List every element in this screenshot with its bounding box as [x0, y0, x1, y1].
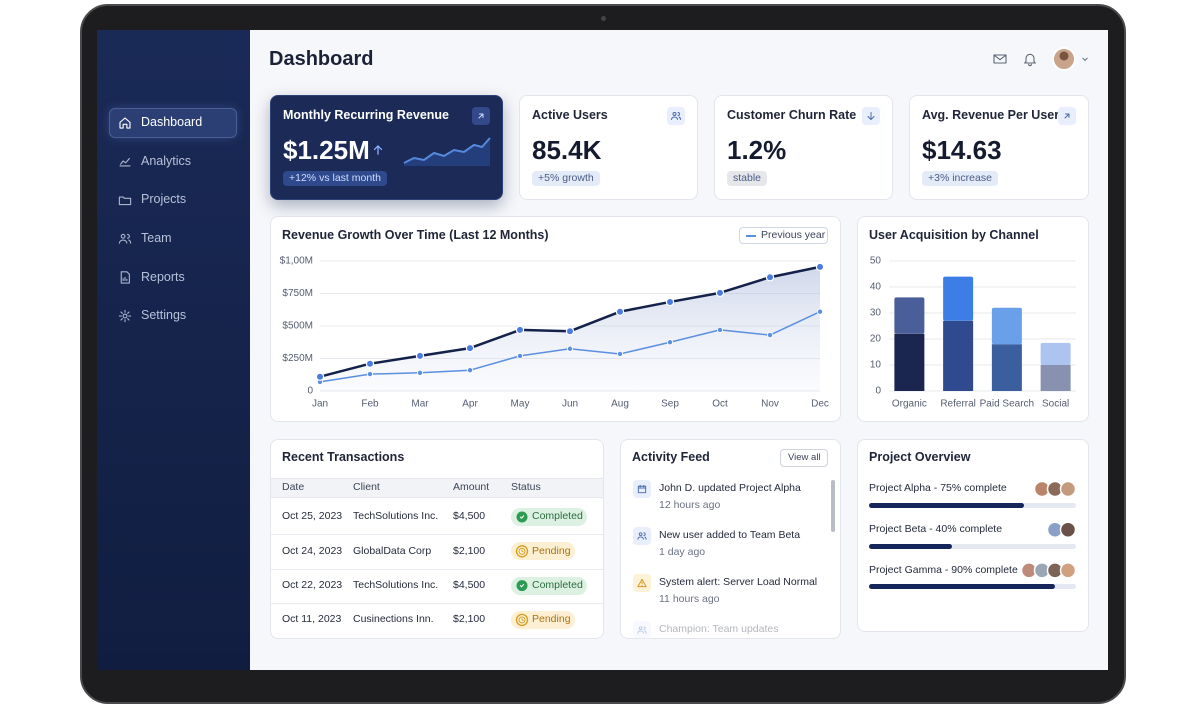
kpi-icon-box [1058, 107, 1076, 125]
nav-label: Team [141, 231, 172, 246]
kpi-icon-box [667, 107, 685, 125]
chart-title: User Acquisition by Channel [869, 228, 1039, 243]
progress-track [869, 543, 1076, 549]
kpi-value: $1.25M [283, 134, 370, 165]
kpi-title: Avg. Revenue Per User [922, 108, 1060, 123]
table-cell: Oct 11, 2023 [282, 613, 342, 626]
column-header: Status [511, 481, 541, 494]
column-header: Amount [453, 481, 490, 494]
activity-icon-box [633, 621, 651, 639]
nav-label: Dashboard [141, 115, 203, 130]
table-header [271, 478, 603, 498]
nav-label: Projects [141, 192, 187, 207]
legend-swatch [746, 235, 756, 237]
table-cell: $2,100 [453, 544, 486, 557]
activity-text: System alert: Server Load Normal [659, 576, 818, 589]
activity-time: 1 day ago [659, 546, 706, 559]
activity-icon-box [633, 527, 651, 545]
kpi-badge: +12% vs last month [283, 171, 387, 187]
kpi-title: Active Users [532, 108, 608, 123]
legend [739, 227, 828, 244]
scrollbar [831, 480, 835, 532]
project-label: Project Alpha - 75% complete [869, 482, 1007, 495]
activity-text: Champion: Team updates [659, 623, 779, 636]
kpi-title: Monthly Recurring Revenue [283, 108, 449, 123]
row-divider [271, 534, 603, 536]
project-label: Project Beta - 40% complete [869, 523, 1003, 536]
activity-text: John D. updated Project Alpha [659, 482, 801, 495]
page-title: Dashboard [269, 47, 374, 70]
nav-label: Settings [141, 308, 187, 323]
status-pill [511, 576, 587, 595]
table-cell: Cusinections Inn. [353, 613, 434, 626]
project-label: Project Gamma - 90% complete [869, 563, 1018, 576]
table-cell: $4,500 [453, 510, 486, 523]
activity-icon-box [633, 574, 651, 592]
activity-text: New user added to Team Beta [659, 529, 801, 542]
kpi-value: 85.4K [532, 134, 602, 165]
table-card [270, 439, 604, 639]
table-cell: $2,100 [453, 613, 486, 626]
kpi-badge: +3% increase [922, 171, 998, 187]
kpi-title: Customer Churn Rate [727, 108, 857, 123]
progress-fill [869, 584, 1056, 590]
status-label: Pending [532, 613, 571, 626]
kpi-badge: stable [727, 171, 768, 187]
chart-card [857, 216, 1089, 422]
view-all-button[interactable] [780, 449, 828, 467]
kpi-icon-box [472, 107, 490, 125]
table-cell: TechSolutions Inc. [353, 579, 439, 592]
nav-item-active[interactable] [109, 108, 237, 138]
chart-title: Revenue Growth Over Time (Last 12 Months… [282, 228, 549, 243]
chart-card [270, 216, 841, 422]
kpi-value: $14.63 [922, 134, 1002, 165]
nav-label: Analytics [141, 153, 192, 168]
table-cell: TechSolutions Inc. [353, 510, 439, 523]
status-label: Pending [532, 544, 571, 557]
card-title: Recent Transactions [282, 450, 405, 465]
activity-icon-box [633, 480, 651, 498]
legend-label: Previous year [761, 229, 826, 242]
status-label: Completed [532, 579, 583, 592]
column-header: Client [353, 481, 380, 494]
status-label: Completed [532, 510, 583, 523]
table-cell: GlobalData Corp [353, 544, 432, 557]
table-cell: Oct 22, 2023 [282, 579, 343, 592]
progress-fill [869, 543, 952, 549]
camera [601, 16, 606, 21]
status-pill [511, 508, 587, 526]
kpi-value: 1.2% [727, 134, 787, 165]
progress-fill [869, 503, 1025, 508]
kpi-icon-box [862, 107, 880, 125]
card-title: Project Overview [869, 450, 971, 465]
row-divider [271, 602, 603, 604]
button-label: View all [788, 452, 821, 464]
activity-time: 12 hours ago [659, 499, 721, 512]
table-cell: Oct 25, 2023 [282, 510, 343, 523]
page: Dashboard Analytics Projects Team Reports Set… [80, 4, 1126, 704]
kpi-badge: +5% growth [532, 171, 600, 187]
table-cell: Oct 24, 2023 [282, 544, 343, 557]
column-header: Date [282, 481, 305, 494]
card-title: Activity Feed [632, 450, 710, 465]
row-divider [271, 568, 603, 570]
nav-label: Reports [141, 269, 185, 284]
activity-card [620, 439, 841, 639]
activity-time: 11 hours ago [659, 593, 720, 606]
table-cell: $4,500 [453, 579, 486, 592]
